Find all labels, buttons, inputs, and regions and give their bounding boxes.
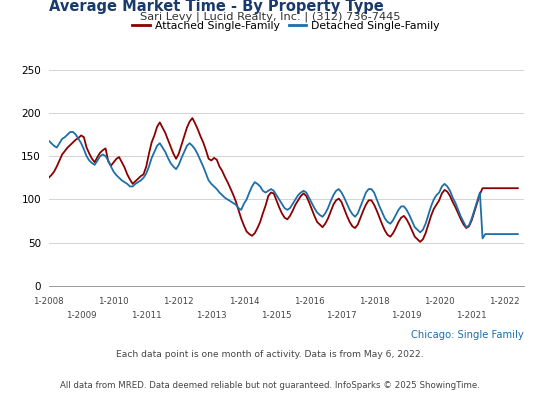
Text: 1-2019: 1-2019 bbox=[392, 311, 422, 320]
Text: 1-2011: 1-2011 bbox=[131, 311, 161, 320]
Text: 1-2021: 1-2021 bbox=[456, 311, 487, 320]
Text: 1-2018: 1-2018 bbox=[359, 297, 389, 306]
Text: 1-2009: 1-2009 bbox=[66, 311, 97, 320]
Text: Chicago: Single Family: Chicago: Single Family bbox=[411, 330, 524, 340]
Text: Average Market Time - By Property Type: Average Market Time - By Property Type bbox=[49, 0, 383, 14]
Text: Sari Levy | Lucid Realty, Inc. | (312) 736-7445: Sari Levy | Lucid Realty, Inc. | (312) 7… bbox=[140, 12, 400, 22]
Text: Each data point is one month of activity. Data is from May 6, 2022.: Each data point is one month of activity… bbox=[116, 350, 424, 359]
Text: 1-2010: 1-2010 bbox=[98, 297, 129, 306]
Text: 1-2022: 1-2022 bbox=[489, 297, 519, 306]
Text: All data from MRED. Data deemed reliable but not guaranteed. InfoSparks © 2025 S: All data from MRED. Data deemed reliable… bbox=[60, 381, 480, 390]
Text: 1-2013: 1-2013 bbox=[196, 311, 227, 320]
Text: 1-2012: 1-2012 bbox=[164, 297, 194, 306]
Text: 1-2014: 1-2014 bbox=[228, 297, 259, 306]
Text: 1-2020: 1-2020 bbox=[424, 297, 455, 306]
Text: 1-2008: 1-2008 bbox=[33, 297, 64, 306]
Text: 1-2016: 1-2016 bbox=[294, 297, 325, 306]
Text: 1-2015: 1-2015 bbox=[261, 311, 292, 320]
Text: 1-2017: 1-2017 bbox=[326, 311, 357, 320]
Legend: Attached Single-Family, Detached Single-Family: Attached Single-Family, Detached Single-… bbox=[128, 16, 444, 35]
